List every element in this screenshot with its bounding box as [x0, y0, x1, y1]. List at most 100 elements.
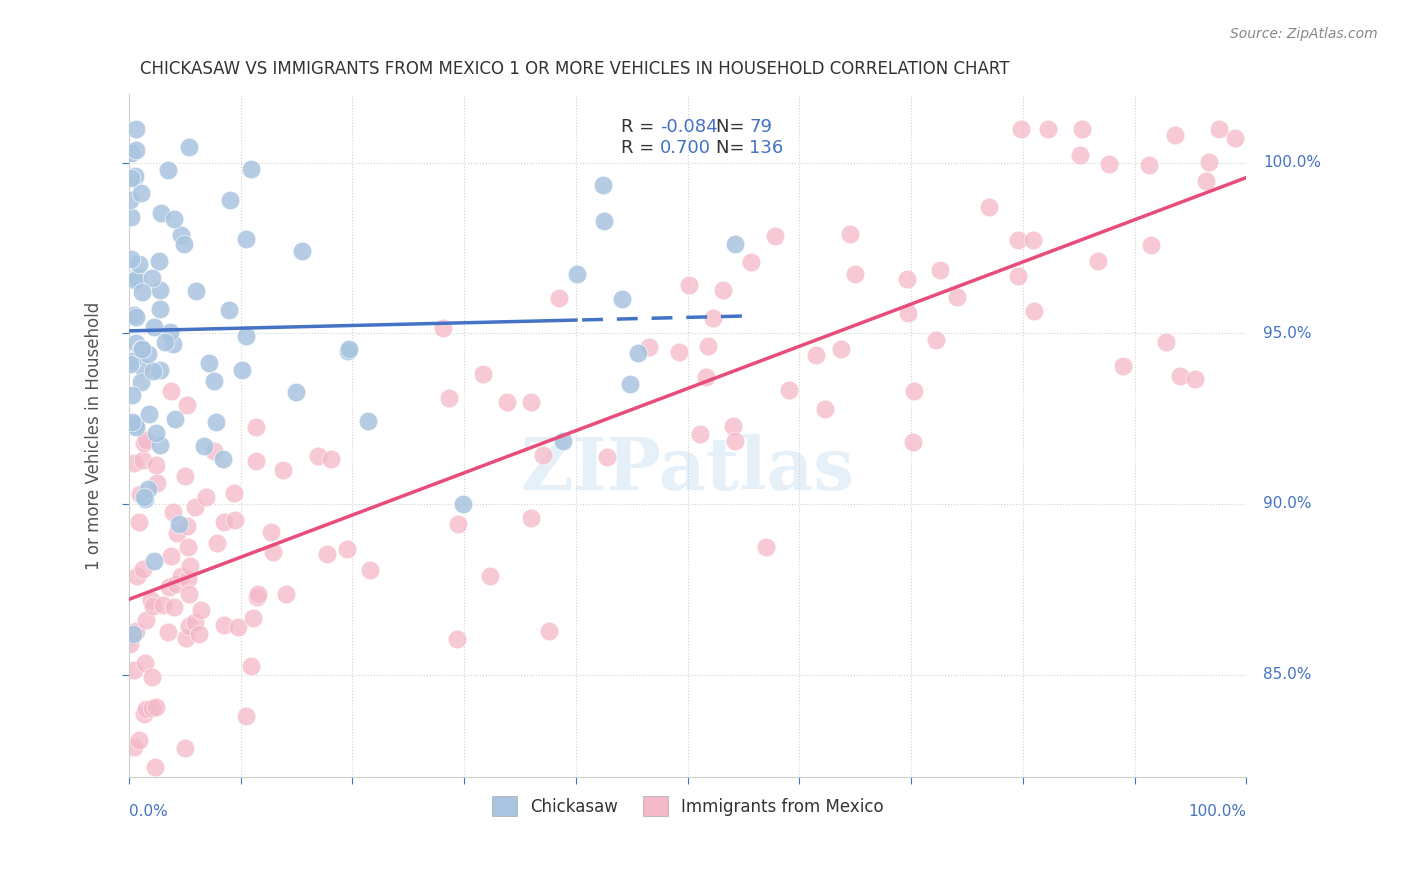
Point: [695, 370, 717, 384]
Point: [1036, 121, 1059, 136]
Point: [145, 700, 167, 714]
Point: [129, 186, 152, 201]
Point: [184, 615, 207, 629]
Point: [124, 272, 146, 286]
Point: [689, 426, 711, 441]
Point: [148, 301, 170, 316]
Point: [565, 268, 588, 282]
Point: [830, 343, 852, 357]
Point: [204, 415, 226, 429]
Point: [134, 706, 156, 721]
Point: [897, 306, 920, 320]
Point: [451, 498, 474, 512]
Point: [156, 624, 179, 639]
Text: CHICKASAW VS IMMIGRANTS FROM MEXICO 1 OR MORE VEHICLES IN HOUSEHOLD CORRELATION : CHICKASAW VS IMMIGRANTS FROM MEXICO 1 OR…: [141, 60, 1010, 78]
Point: [177, 586, 200, 600]
Point: [169, 228, 191, 243]
Point: [176, 398, 198, 412]
Point: [120, 210, 142, 224]
Point: [193, 439, 215, 453]
Point: [702, 310, 724, 325]
Point: [246, 587, 269, 601]
Text: 136: 136: [749, 139, 783, 157]
Point: [263, 545, 285, 559]
Point: [359, 563, 381, 577]
Point: [149, 363, 172, 377]
Point: [135, 702, 157, 716]
Text: 95.0%: 95.0%: [1263, 326, 1312, 341]
Point: [592, 178, 614, 192]
Point: [1154, 334, 1177, 349]
Point: [120, 145, 142, 160]
Point: [142, 320, 165, 334]
Point: [120, 252, 142, 267]
Point: [495, 395, 517, 409]
Point: [125, 121, 148, 136]
Point: [212, 515, 235, 529]
Text: N=: N=: [716, 119, 749, 136]
Point: [531, 449, 554, 463]
Point: [242, 611, 264, 625]
Point: [337, 342, 360, 356]
Text: 0.700: 0.700: [659, 139, 711, 157]
Point: [235, 232, 257, 246]
Point: [122, 739, 145, 754]
Point: [159, 325, 181, 339]
Point: [134, 490, 156, 504]
Point: [120, 171, 142, 186]
Point: [839, 227, 862, 241]
Text: -0.084: -0.084: [659, 119, 717, 136]
Point: [166, 526, 188, 541]
Point: [163, 211, 186, 226]
Point: [1168, 368, 1191, 383]
Point: [177, 540, 200, 554]
Point: [121, 353, 143, 368]
Point: [157, 580, 180, 594]
Point: [167, 516, 190, 531]
Point: [120, 630, 142, 644]
Point: [357, 414, 380, 428]
Point: [124, 417, 146, 432]
Point: [218, 303, 240, 318]
Point: [214, 618, 236, 632]
Point: [979, 200, 1001, 214]
Point: [1225, 130, 1247, 145]
Point: [134, 656, 156, 670]
Point: [141, 271, 163, 285]
Point: [198, 356, 221, 370]
Point: [226, 620, 249, 634]
Point: [1139, 158, 1161, 172]
Point: [128, 733, 150, 747]
Text: ZIPatlas: ZIPatlas: [520, 434, 855, 505]
Point: [179, 559, 201, 574]
Text: 90.0%: 90.0%: [1263, 496, 1312, 511]
Point: [170, 569, 193, 583]
Point: [142, 364, 165, 378]
Point: [212, 451, 235, 466]
Point: [1010, 121, 1032, 136]
Point: [1007, 233, 1029, 247]
Point: [176, 572, 198, 586]
Point: [120, 193, 142, 207]
Point: [1087, 253, 1109, 268]
Point: [124, 663, 146, 677]
Point: [128, 487, 150, 501]
Point: [135, 434, 157, 448]
Point: [929, 263, 952, 277]
Point: [149, 206, 172, 220]
Point: [160, 549, 183, 564]
Point: [235, 708, 257, 723]
Point: [711, 283, 734, 297]
Point: [1208, 121, 1230, 136]
Point: [778, 383, 800, 397]
Text: Source: ZipAtlas.com: Source: ZipAtlas.com: [1230, 27, 1378, 41]
Point: [315, 547, 337, 561]
Point: [204, 374, 226, 388]
Point: [945, 290, 967, 304]
Point: [274, 586, 297, 600]
Point: [246, 590, 269, 604]
Point: [537, 624, 560, 638]
Point: [903, 384, 925, 398]
Point: [145, 425, 167, 440]
Text: 85.0%: 85.0%: [1263, 667, 1312, 682]
